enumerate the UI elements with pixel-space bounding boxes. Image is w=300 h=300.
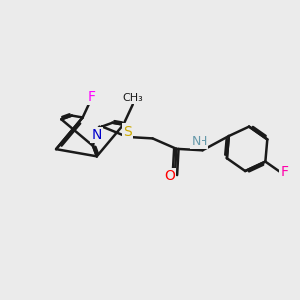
Text: N: N: [191, 135, 201, 148]
Text: F: F: [88, 90, 96, 104]
Text: H: H: [198, 135, 207, 148]
Text: N: N: [91, 128, 102, 142]
Text: CH₃: CH₃: [122, 93, 143, 103]
Text: O: O: [164, 169, 175, 184]
Text: F: F: [280, 165, 288, 179]
Text: S: S: [123, 124, 132, 139]
